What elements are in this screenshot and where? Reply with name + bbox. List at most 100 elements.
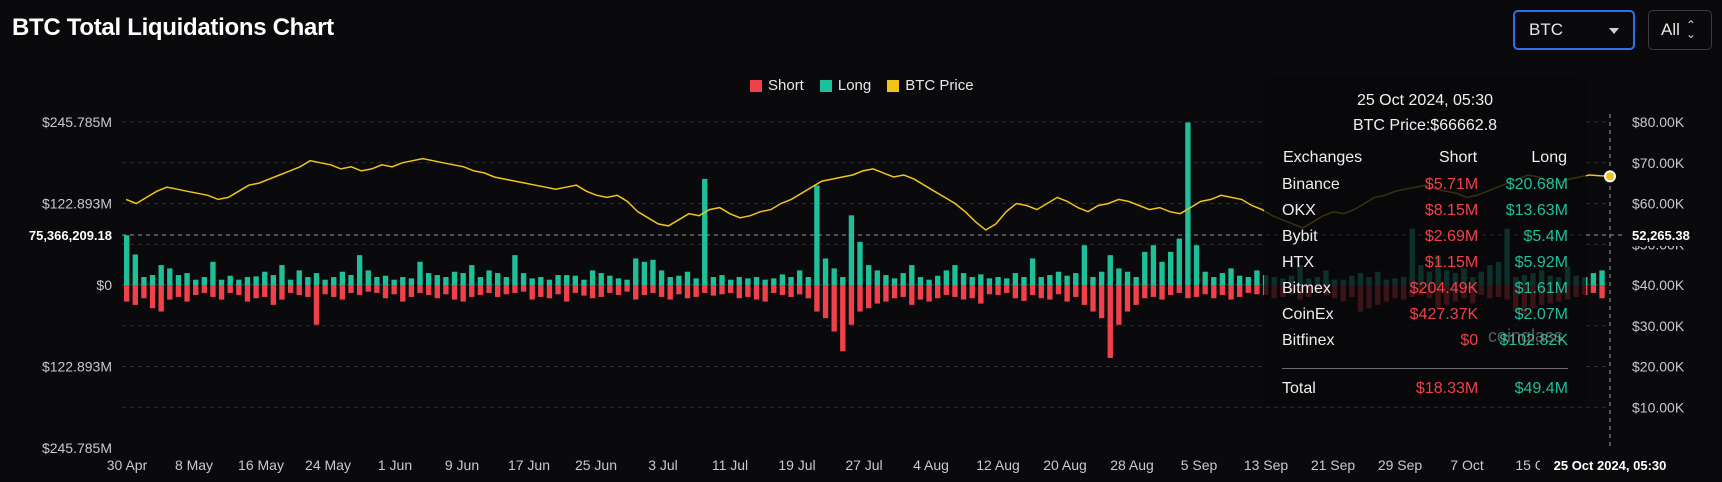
long-bar bbox=[779, 274, 786, 285]
x-tick-label: 25 Jun bbox=[575, 457, 617, 473]
short-bar bbox=[831, 285, 837, 332]
long-bar bbox=[296, 270, 302, 285]
range-select[interactable]: All ⌃ ⌄ bbox=[1648, 10, 1712, 50]
x-tick-label: 4 Aug bbox=[913, 457, 949, 473]
short-bar bbox=[1029, 285, 1036, 295]
x-tick-label: 30 Apr bbox=[107, 457, 148, 473]
short-bar bbox=[753, 285, 760, 300]
short-bar bbox=[960, 285, 967, 300]
long-bar bbox=[874, 270, 880, 285]
short-bar bbox=[486, 285, 492, 293]
watermark-logo: coinglass bbox=[1488, 326, 1564, 346]
short-bar bbox=[702, 285, 708, 293]
coin-select[interactable]: BTC bbox=[1513, 10, 1635, 50]
long-value: $5.4M bbox=[1523, 228, 1568, 245]
tooltip-table: Exchanges Short Long Binance $5.71M $20.68… bbox=[1282, 144, 1568, 409]
short-bar bbox=[745, 285, 751, 297]
long-bar bbox=[615, 278, 622, 285]
long-bar bbox=[305, 277, 311, 285]
short-bar bbox=[891, 285, 898, 299]
short-bar bbox=[167, 285, 173, 300]
short-bar bbox=[564, 285, 570, 302]
short-bar bbox=[408, 285, 415, 297]
long-bar bbox=[667, 277, 673, 285]
short-bar bbox=[986, 285, 993, 295]
legend-price[interactable]: BTC Price bbox=[887, 77, 974, 94]
total-long: $49.4M bbox=[1514, 380, 1568, 397]
long-bar bbox=[124, 235, 130, 285]
y-right-tick-label: $80.00K bbox=[1632, 114, 1685, 130]
long-bar bbox=[1193, 245, 1200, 285]
long-bar bbox=[434, 275, 440, 285]
y-right-tick-label: $10.00K bbox=[1632, 399, 1685, 415]
long-bar bbox=[1004, 278, 1010, 285]
x-tick-label: 11 Jul bbox=[712, 457, 748, 473]
chart-legend: Short Long BTC Price bbox=[750, 77, 974, 94]
long-bar bbox=[382, 275, 389, 285]
short-bar bbox=[848, 285, 855, 325]
short-bar bbox=[1142, 285, 1148, 299]
long-bar bbox=[365, 270, 371, 285]
long-bar bbox=[995, 277, 1001, 285]
short-bar bbox=[710, 285, 717, 296]
short-bar bbox=[1150, 285, 1157, 297]
short-bar bbox=[279, 285, 285, 300]
long-value: $20.68M bbox=[1505, 176, 1568, 193]
long-bar bbox=[503, 277, 509, 285]
legend-long[interactable]: Long bbox=[819, 77, 871, 94]
long-bar bbox=[1176, 238, 1182, 285]
exchange-name: Binance bbox=[1282, 176, 1340, 193]
long-bar bbox=[287, 279, 294, 285]
short-bar bbox=[460, 285, 466, 302]
long-bar bbox=[891, 278, 898, 285]
y-right-tick-label: $20.00K bbox=[1632, 359, 1685, 375]
short-bar bbox=[822, 285, 829, 319]
short-bar bbox=[1176, 285, 1182, 293]
x-tick-label: 20 Aug bbox=[1043, 457, 1087, 473]
long-bar bbox=[512, 255, 518, 285]
long-bar bbox=[917, 277, 924, 285]
short-bar bbox=[296, 285, 302, 295]
crosshair-left-box bbox=[10, 224, 122, 247]
long-bar bbox=[641, 261, 648, 285]
short-bar bbox=[244, 285, 251, 302]
short-bar bbox=[1021, 285, 1027, 301]
short-bar bbox=[917, 285, 924, 300]
x-tick-label: 9 Jun bbox=[445, 457, 479, 473]
long-bar bbox=[1073, 273, 1079, 285]
short-bar bbox=[227, 285, 233, 293]
short-bar bbox=[356, 285, 363, 295]
long-bar bbox=[1599, 270, 1605, 285]
long-bar bbox=[1012, 273, 1019, 285]
long-bar bbox=[710, 277, 717, 285]
short-bar bbox=[417, 285, 423, 293]
x-tick-label: 19 Jul bbox=[778, 457, 815, 473]
long-bar bbox=[210, 261, 216, 285]
short-bar bbox=[771, 285, 777, 293]
range-select-value: All bbox=[1661, 20, 1680, 39]
short-value: $1.15M bbox=[1424, 254, 1479, 271]
short-bar bbox=[270, 285, 277, 305]
long-bar bbox=[1064, 275, 1070, 285]
x-tick-label: 21 Sep bbox=[1311, 457, 1356, 473]
short-bar bbox=[840, 285, 846, 352]
short-bar bbox=[805, 285, 811, 299]
long-bar bbox=[1124, 271, 1131, 285]
long-bar bbox=[650, 259, 656, 285]
legend-short[interactable]: Short bbox=[750, 77, 804, 94]
page-title: BTC Total Liquidations Chart bbox=[12, 14, 334, 41]
short-bar bbox=[1073, 285, 1079, 297]
short-bar bbox=[520, 285, 527, 292]
short-bar bbox=[935, 285, 941, 299]
short-bar bbox=[253, 285, 259, 299]
table-row: Bybit $2.69M $5.4M bbox=[1282, 224, 1568, 250]
crosshair-right-box bbox=[1624, 224, 1718, 247]
long-bar bbox=[149, 275, 156, 285]
long-bar bbox=[702, 178, 708, 285]
short-bar bbox=[287, 285, 294, 293]
table-row: HTX $1.15M $5.92M bbox=[1282, 250, 1568, 276]
short-bar bbox=[331, 285, 337, 297]
short-value: $204.49K bbox=[1409, 280, 1479, 297]
long-bar bbox=[684, 271, 691, 285]
y-left-tick-label: $122.893M bbox=[42, 359, 112, 375]
